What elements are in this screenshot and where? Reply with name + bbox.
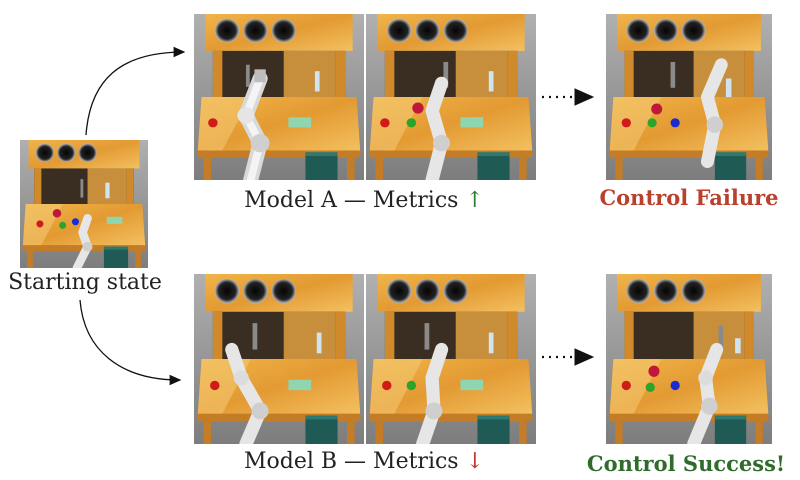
model-a-final-frame (606, 14, 772, 180)
starting-state-caption: Starting state (8, 270, 162, 295)
model-b-final-frame (606, 274, 772, 444)
model-a-metrics: Metrics (372, 188, 466, 213)
model-b-frame-2 (366, 274, 536, 444)
model-a-name: Model A (244, 188, 337, 213)
model-b-sep: — (337, 449, 374, 474)
starting-state-image (20, 140, 148, 268)
model-b-metrics: Metrics (373, 449, 466, 474)
model-a-frame-2 (366, 14, 536, 180)
metrics-up-arrow-icon: ↑ (465, 188, 484, 213)
model-a-caption: Model A — Metrics ↑ (194, 188, 534, 213)
arrow-to-model-a (85, 46, 186, 136)
model-b-frame-1 (194, 274, 364, 444)
metrics-down-arrow-icon: ↓ (465, 449, 485, 474)
model-a-frame-1 (194, 14, 364, 180)
arrow-to-model-b (79, 299, 182, 386)
model-b-caption: Model B — Metrics ↓ (194, 449, 534, 474)
control-failure-label: Control Failure (599, 185, 779, 210)
model-a-sep: — (336, 188, 373, 213)
model-b-name: Model B (243, 449, 338, 474)
control-success-label: Control Success! (586, 451, 786, 476)
